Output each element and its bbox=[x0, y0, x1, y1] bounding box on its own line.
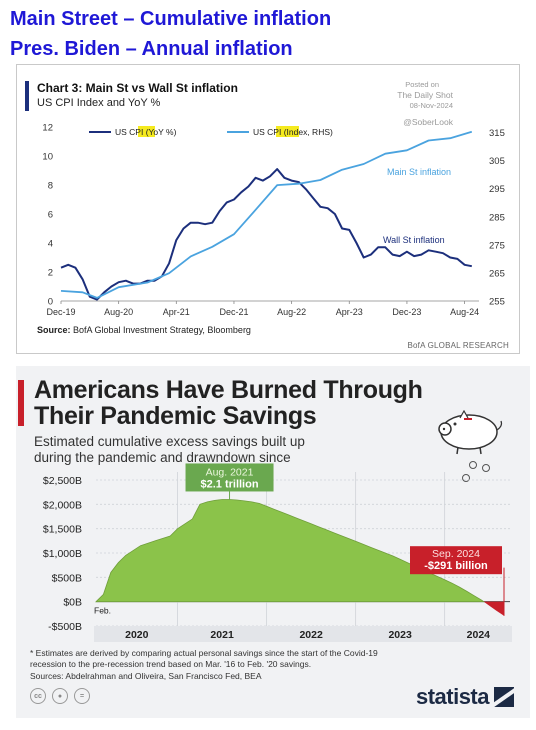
legend-suffix: , RHS) bbox=[307, 127, 333, 137]
x-tick-label: Dec-23 bbox=[392, 307, 421, 317]
y-right-tick-label: 255 bbox=[489, 297, 505, 308]
chart-title-line-2: Their Pandemic Savings bbox=[34, 402, 317, 430]
y-tick-label: $1,500B bbox=[43, 524, 82, 536]
y-left-tick-label: 12 bbox=[42, 123, 53, 134]
callout-box bbox=[185, 463, 274, 492]
statista-mark-icon bbox=[494, 687, 514, 707]
x-tick-label: Aug-22 bbox=[277, 307, 306, 317]
legend-highlight: Index bbox=[287, 127, 309, 137]
headline-line-2: Pres. Biden – Annual inflation bbox=[10, 38, 293, 60]
source-text: BofA Global Investment Strategy, Bloombe… bbox=[70, 325, 251, 335]
source-label: Source: bbox=[37, 325, 71, 335]
y-right-tick-label: 305 bbox=[489, 156, 505, 167]
chart-subtitle-line-2: during the pandemic and drawndown since bbox=[34, 450, 291, 465]
cpi-chart-panel: Chart 3: Main St vs Wall St inflation US… bbox=[16, 64, 520, 354]
x-tick-label: Dec-19 bbox=[46, 307, 75, 317]
creative-commons-icon: cc bbox=[30, 688, 46, 704]
callout-box bbox=[410, 546, 502, 575]
cpi-line-chart: 0 2 4 6 8 10 12 255 265 275 285 295 305 315 Dec-19 Aug-… bbox=[42, 123, 505, 318]
sources-line: Sources: Abdelrahman and Oliveira, San F… bbox=[30, 671, 262, 681]
y-left-tick-label: 0 bbox=[48, 297, 53, 308]
statista-logo: statista bbox=[416, 684, 514, 710]
legend-entry: US CPI (YoY %) bbox=[115, 127, 177, 137]
x-tick-label: Apr-21 bbox=[163, 307, 190, 317]
y-tick-label: $2,000B bbox=[43, 499, 82, 511]
y-tick-label: -$500B bbox=[48, 621, 82, 633]
start-label: Feb. bbox=[94, 606, 111, 616]
y-right-tick-label: 285 bbox=[489, 212, 505, 223]
chart-title: Chart 3: Main St vs Wall St inflation bbox=[37, 81, 238, 95]
x-tick-label: Aug-20 bbox=[104, 307, 133, 317]
legend-highlight-bg bbox=[276, 126, 299, 137]
legend-prefix: US CPI ( bbox=[253, 127, 287, 137]
y-left-tick-label: 10 bbox=[42, 152, 53, 163]
y-left-tick-label: 8 bbox=[48, 181, 53, 192]
title-accent-bar bbox=[18, 380, 24, 426]
y-right-tick-label: 275 bbox=[489, 240, 505, 251]
x-tick-label: Apr-23 bbox=[336, 307, 363, 317]
legend-entry: US CPI (Index, RHS) bbox=[253, 127, 333, 137]
posted-date-label: 08-Nov-2024 bbox=[409, 101, 453, 110]
x-tick-label: 2024 bbox=[467, 629, 491, 641]
y-left-tick-label: 6 bbox=[48, 210, 53, 221]
headline-line-1: Main Street – Cumulative inflation bbox=[10, 8, 332, 30]
handle-label: @SoberLook bbox=[403, 117, 453, 127]
x-tick-label: 2022 bbox=[299, 629, 323, 641]
y-tick-label: $500B bbox=[52, 572, 82, 584]
callout-date: Sep. 2024 bbox=[432, 548, 480, 560]
x-tick-label: 2021 bbox=[210, 629, 234, 641]
title-accent-bar bbox=[25, 81, 29, 111]
legend-prefix: US CPI ( bbox=[115, 127, 149, 137]
y-left-tick-label: 4 bbox=[48, 239, 53, 250]
savings-chart-panel: Americans Have Burned Through Their Pand… bbox=[16, 366, 530, 718]
legend-suffix: %) bbox=[164, 127, 177, 137]
index-series-line bbox=[60, 130, 473, 299]
x-tick-label: Dec-21 bbox=[219, 307, 248, 317]
x-axis-band bbox=[94, 626, 512, 642]
y-right-tick-label: 315 bbox=[489, 128, 505, 139]
savings-negative-area bbox=[483, 601, 504, 616]
posted-on-label: Posted on bbox=[405, 80, 439, 89]
license-icons: cc ● = bbox=[30, 688, 90, 704]
logo-text: statista bbox=[415, 684, 490, 709]
x-tick-label: Aug-24 bbox=[450, 307, 479, 317]
piggy-bank-icon bbox=[438, 410, 503, 482]
chart-subtitle-line-1: Estimated cumulative excess savings buil… bbox=[34, 434, 305, 449]
chart-source: Source: BofA Global Investment Strategy,… bbox=[37, 325, 251, 335]
posted-by-label: The Daily Shot bbox=[397, 90, 453, 100]
y-right-tick-label: 295 bbox=[489, 184, 505, 195]
main-st-annotation: Main St inflation bbox=[387, 167, 451, 177]
callout-date: Aug. 2021 bbox=[206, 466, 254, 478]
chart-title-line-1: Americans Have Burned Through bbox=[34, 376, 423, 404]
callout-value: -$291 billion bbox=[424, 560, 488, 572]
footnote-line-1: * Estimates are derived by comparing act… bbox=[30, 648, 378, 658]
legend-highlight-bg bbox=[138, 126, 155, 137]
wall-st-annotation: Wall St inflation bbox=[383, 235, 445, 245]
y-tick-label: $2,500B bbox=[43, 475, 82, 487]
y-tick-label: $1,000B bbox=[43, 548, 82, 560]
no-derivatives-icon: = bbox=[74, 688, 90, 704]
x-tick-label: 2020 bbox=[125, 629, 149, 641]
attribution-icon: ● bbox=[52, 688, 68, 704]
yoy-series-line bbox=[60, 168, 472, 301]
brand-label: BofA GLOBAL RESEARCH bbox=[407, 341, 509, 350]
y-right-tick-label: 265 bbox=[489, 268, 505, 279]
callout-value: $2.1 trillion bbox=[200, 478, 258, 490]
savings-positive-area bbox=[95, 499, 485, 603]
footnote-line-2: recession to the pre-recession trend bas… bbox=[30, 659, 312, 669]
legend-highlight: YoY bbox=[149, 127, 165, 137]
x-tick-label: 2023 bbox=[388, 629, 412, 641]
chart-subtitle: US CPI Index and YoY % bbox=[37, 97, 161, 109]
y-left-tick-label: 2 bbox=[48, 268, 53, 279]
savings-area-chart: -$500B $0B $500B $1,000B $1,500B $2,000B $2,50… bbox=[43, 463, 512, 642]
y-tick-label: $0B bbox=[63, 597, 82, 609]
